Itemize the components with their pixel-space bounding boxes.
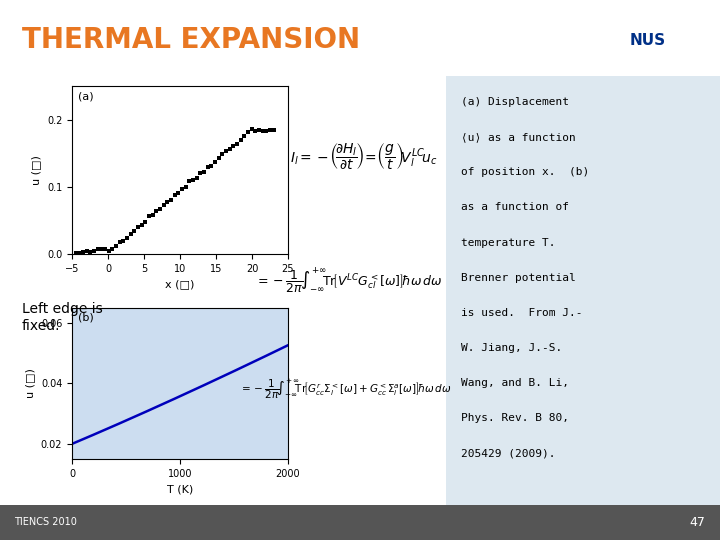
Text: W. Jiang, J.-S.: W. Jiang, J.-S. <box>461 343 562 353</box>
Point <box>235 136 246 144</box>
Point <box>110 242 122 251</box>
Text: $= -\dfrac{1}{2\pi}\!\int_{-\infty}^{+\infty}\!\!\mathrm{Tr}\!\left[V^{LC}G^{<}_: $= -\dfrac{1}{2\pi}\!\int_{-\infty}^{+\i… <box>256 266 443 295</box>
Point <box>165 195 176 204</box>
Point <box>191 173 202 182</box>
Point <box>238 132 250 140</box>
Text: $I_l = -\!\left(\!\dfrac{\partial H_l}{\partial t}\!\right)\!=\!\left(\dfrac{g}{: $I_l = -\!\left(\!\dfrac{\partial H_l}{\… <box>289 141 438 172</box>
Text: as a function of: as a function of <box>461 202 569 213</box>
Point <box>150 207 162 215</box>
Point <box>202 163 213 171</box>
Text: Phys. Rev. B 80,: Phys. Rev. B 80, <box>461 413 569 423</box>
Point <box>210 158 221 167</box>
Text: Wang, and B. Li,: Wang, and B. Li, <box>461 378 569 388</box>
Text: Left edge is
fixed.: Left edge is fixed. <box>22 302 102 333</box>
Point <box>154 205 166 214</box>
Point <box>198 167 210 176</box>
Point <box>147 210 158 219</box>
Point <box>143 212 155 220</box>
Text: TIENCS 2010: TIENCS 2010 <box>14 517 77 527</box>
Text: $= -\dfrac{1}{2\pi}\!\int_{-\infty}^{+\infty}\!\!\mathrm{Tr}\!\left[G^r_{cc}\Sig: $= -\dfrac{1}{2\pi}\!\int_{-\infty}^{+\i… <box>239 377 452 401</box>
Point <box>220 147 232 156</box>
Point <box>205 162 217 171</box>
Point <box>242 127 253 136</box>
Text: is used.  From J.-: is used. From J.- <box>461 308 582 318</box>
Text: temperature T.: temperature T. <box>461 238 555 248</box>
Point <box>77 248 89 256</box>
Point <box>246 125 257 133</box>
Text: NUS: NUS <box>630 33 666 48</box>
Point <box>107 245 118 254</box>
Point <box>125 230 136 238</box>
Point <box>92 244 104 253</box>
Point <box>231 139 243 148</box>
Y-axis label: u (□): u (□) <box>32 155 41 185</box>
Point <box>257 126 269 135</box>
Point <box>213 153 225 162</box>
Point <box>250 127 261 136</box>
X-axis label: x (□): x (□) <box>166 279 194 289</box>
Point <box>73 249 85 258</box>
Text: (a) Displacement: (a) Displacement <box>461 97 569 107</box>
Point <box>158 201 169 210</box>
Point <box>176 185 188 194</box>
Point <box>261 127 272 136</box>
Point <box>161 197 173 206</box>
Point <box>88 247 99 255</box>
Y-axis label: u (□): u (□) <box>25 368 35 399</box>
Point <box>70 249 81 258</box>
Point <box>228 141 239 150</box>
Point <box>117 237 129 246</box>
Point <box>99 245 111 253</box>
Text: 47: 47 <box>690 516 706 529</box>
Point <box>268 126 279 134</box>
Point <box>169 191 181 199</box>
Text: ⟨u⟩ as a function: ⟨u⟩ as a function <box>461 132 575 143</box>
Point <box>132 222 144 231</box>
Text: 205429 (2009).: 205429 (2009). <box>461 448 555 458</box>
Point <box>103 247 114 256</box>
Text: THERMAL EXPANSION: THERMAL EXPANSION <box>22 26 360 55</box>
Text: Brenner potential: Brenner potential <box>461 273 575 283</box>
Text: (b): (b) <box>78 312 94 322</box>
Point <box>114 238 125 247</box>
Point <box>217 150 228 158</box>
Point <box>187 176 199 184</box>
Point <box>136 220 148 229</box>
Point <box>140 218 151 226</box>
Point <box>253 125 265 134</box>
Point <box>224 144 235 153</box>
Point <box>96 244 107 253</box>
Text: (a): (a) <box>78 91 94 102</box>
Point <box>84 247 96 256</box>
Point <box>184 177 195 185</box>
Text: of position x.  (b): of position x. (b) <box>461 167 589 178</box>
Point <box>173 188 184 197</box>
Point <box>81 246 92 255</box>
Point <box>180 183 192 191</box>
Point <box>194 168 206 177</box>
Point <box>121 234 132 242</box>
Point <box>264 126 276 134</box>
Point <box>128 227 140 235</box>
X-axis label: T (K): T (K) <box>167 484 193 494</box>
